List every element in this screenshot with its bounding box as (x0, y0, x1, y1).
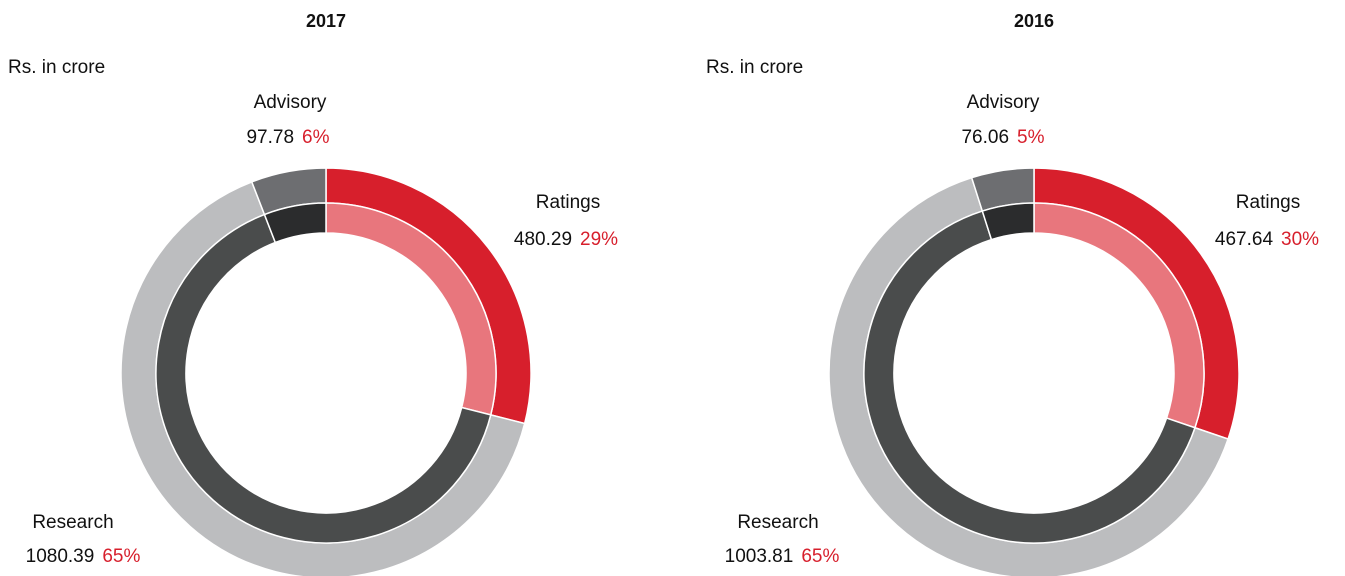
value-label: 97.78 6% (246, 127, 329, 148)
category-label: Ratings (536, 192, 600, 213)
chart-title: 2017 (306, 11, 346, 31)
inner-segment (981, 202, 1035, 241)
donut-chart: 2017 Rs. in crore Ratings 480.29 29% Research… (8, 11, 618, 576)
donut-chart: 2016 Rs. in crore Ratings 467.64 30% Research… (706, 11, 1319, 576)
value-label: 467.64 30% (1215, 229, 1319, 250)
unit-label: Rs. in crore (8, 57, 105, 78)
value: 480.29 (514, 229, 572, 250)
value-label: 1003.81 65% (725, 546, 840, 567)
unit-label: Rs. in crore (706, 57, 803, 78)
category-label: Ratings (1236, 192, 1300, 213)
percentage: 65% (801, 546, 839, 567)
value-label: 76.06 5% (961, 127, 1044, 148)
value: 467.64 (1215, 229, 1274, 250)
value: 1003.81 (725, 546, 794, 567)
category-label: Advisory (254, 92, 327, 113)
value: 97.78 (246, 127, 294, 148)
value-label: 1080.39 65% (26, 546, 141, 567)
inner-segment (155, 213, 492, 544)
inner-segment (263, 202, 327, 244)
chart-title: 2016 (1014, 11, 1054, 31)
category-label: Research (32, 512, 113, 533)
percentage: 6% (302, 127, 330, 148)
percentage: 30% (1281, 229, 1319, 250)
category-label: Advisory (967, 92, 1040, 113)
value: 76.06 (961, 127, 1009, 148)
category-label: Research (737, 512, 818, 533)
percentage: 5% (1017, 127, 1045, 148)
percentage: 65% (102, 546, 140, 567)
percentage: 29% (580, 229, 618, 250)
inner-segment (863, 210, 1196, 544)
value-label: 480.29 29% (514, 229, 618, 250)
value: 1080.39 (26, 546, 95, 567)
